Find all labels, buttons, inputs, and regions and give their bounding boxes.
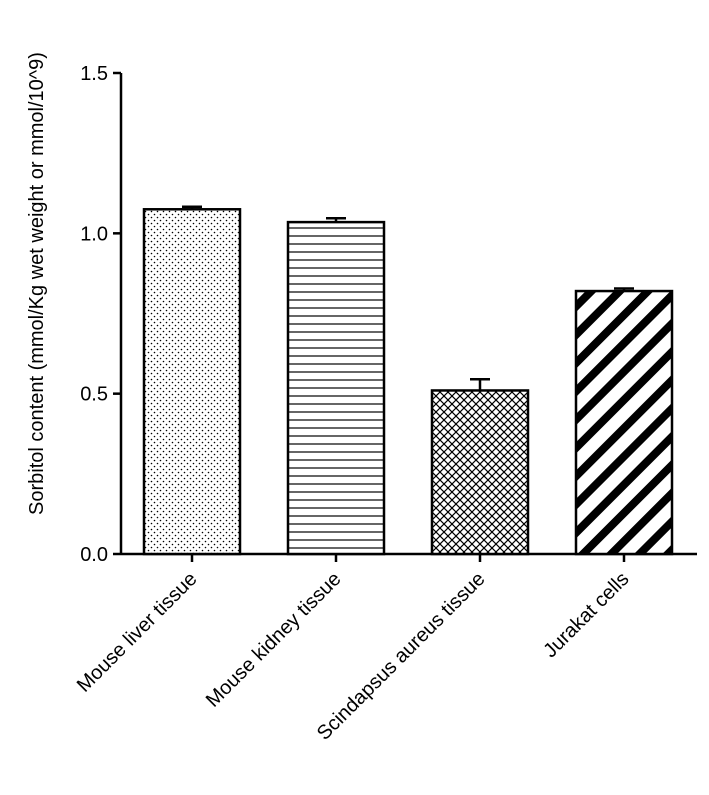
y-tick-label: 0.0	[80, 544, 108, 566]
y-tick-label: 1.0	[80, 223, 108, 245]
error-bars	[182, 205, 634, 391]
bar-3	[430, 389, 530, 556]
bar-2	[286, 220, 386, 556]
bar-4	[574, 289, 674, 556]
y-axis-title: Sorbitol content (mmol/Kg wet weight or …	[26, 52, 48, 515]
y-tick-label: 0.5	[80, 384, 108, 406]
y-ticks: 0.0 0.5 1.0 1.5	[80, 63, 121, 566]
y-tick-label: 1.5	[80, 63, 108, 85]
x-tick-label: Mouse liver tissue	[73, 568, 202, 697]
x-tick-labels: Mouse liver tissue Mouse kidney tissueSci…	[73, 554, 634, 745]
bars	[142, 208, 674, 556]
bar-1	[142, 208, 242, 556]
x-tick-label: Jurakat cells	[539, 568, 633, 662]
x-tick-label: Scindapsus aureus tissue	[313, 568, 490, 745]
x-tick-label: Mouse kidney tissue	[202, 568, 346, 712]
